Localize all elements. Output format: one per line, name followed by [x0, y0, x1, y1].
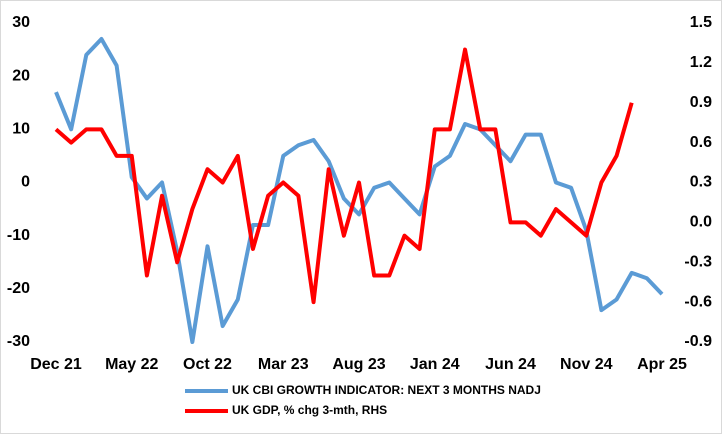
x-tick-label: Apr 25: [637, 356, 687, 373]
y2-tick-label: 0.0: [690, 214, 712, 231]
y2-tick-label: 1.2: [690, 54, 712, 71]
y2-tick-label: 0.3: [690, 174, 712, 191]
x-tick-label: Jun 24: [485, 356, 536, 373]
series-line: [54, 47, 634, 305]
x-tick-label: Oct 22: [183, 356, 232, 373]
y2-tick-label: -0.9: [684, 333, 712, 350]
x-tick-label: Nov 24: [560, 356, 613, 373]
x-tick-label: Jan 24: [410, 356, 460, 373]
y-tick-label: 0: [21, 174, 30, 191]
y-tick-label: -10: [7, 227, 30, 244]
y2-tick-label: 1.5: [690, 14, 712, 31]
x-tick-label: May 22: [105, 356, 158, 373]
series-line: [54, 36, 664, 344]
x-tick-label: Dec 21: [30, 356, 82, 373]
y-tick-label: 30: [12, 14, 30, 31]
y2-tick-label: -0.3: [684, 253, 712, 270]
x-tick-label: Mar 23: [258, 356, 309, 373]
y2-tick-label: 0.6: [690, 134, 712, 151]
legend-label: UK CBI GROWTH INDICATOR: NEXT 3 MONTHS N…: [232, 383, 541, 397]
y-tick-label: 10: [12, 121, 30, 138]
y2-tick-label: -0.6: [684, 293, 712, 310]
y-tick-label: -20: [7, 280, 30, 297]
legend-label: UK GDP, % chg 3-mth, RHS: [232, 403, 387, 417]
y-tick-label: -30: [7, 333, 30, 350]
y2-tick-label: 0.9: [690, 94, 712, 111]
y-tick-label: 20: [12, 67, 30, 84]
x-tick-label: Aug 23: [332, 356, 385, 373]
